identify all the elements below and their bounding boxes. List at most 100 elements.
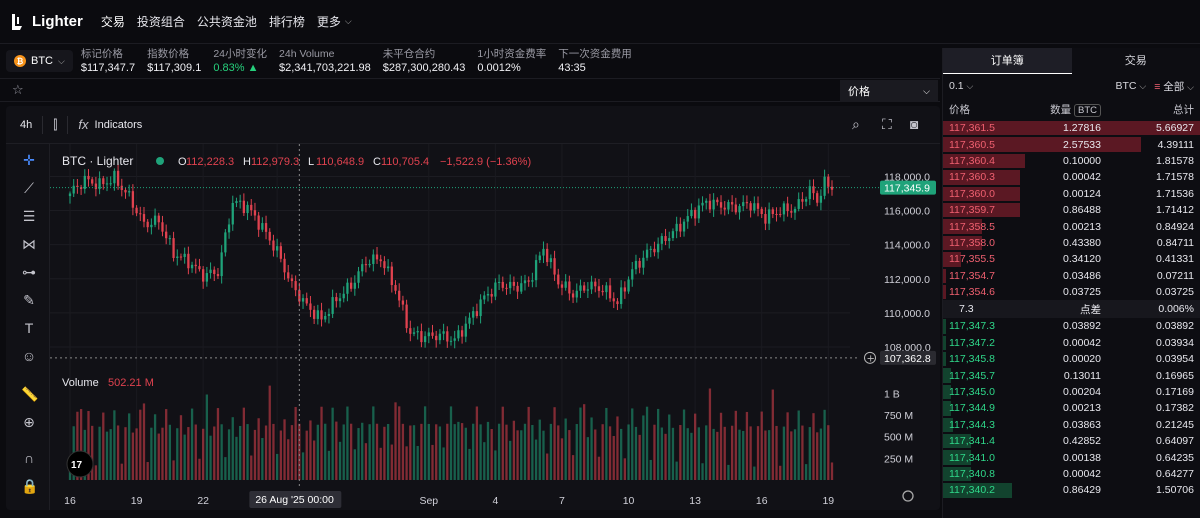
volume-bar	[68, 467, 72, 480]
lock-icon[interactable]: 🔒	[21, 478, 39, 494]
candle	[790, 211, 793, 213]
candle	[638, 260, 641, 268]
candle	[675, 223, 678, 232]
ask-row[interactable]: 117,355.5 0.34120 0.41331	[943, 251, 1200, 267]
volume-bar	[353, 449, 356, 480]
volume-bar	[216, 408, 220, 480]
candle	[431, 332, 434, 336]
emoji-icon[interactable]: ☺	[21, 348, 37, 364]
tradingview-logo-text: 17	[71, 460, 83, 471]
ask-row[interactable]: 117,358.0 0.43380 0.84711	[943, 235, 1200, 251]
bid-total: 0.03934	[1156, 336, 1194, 349]
zoom-in-icon[interactable]: ⊕	[23, 414, 35, 430]
candle	[290, 278, 294, 282]
chart-legend-title: BTC · Lighter	[62, 154, 133, 168]
nav-public-pools[interactable]: 公共资金池	[196, 15, 257, 29]
candle	[808, 186, 811, 200]
price-chart[interactable]: 118,000.0 116,000.0 114,000.0 112,000.0 110,…	[50, 144, 940, 510]
bid-row[interactable]: 117,347.2 0.00042 0.03934	[943, 335, 1200, 351]
ask-row[interactable]: 117,360.0 0.00124 1.71536	[943, 186, 1200, 202]
star-icon[interactable]: ☆	[12, 82, 24, 97]
volume-bar	[379, 447, 382, 480]
ask-row[interactable]: 117,361.5 1.27816 5.66927	[943, 120, 1200, 136]
qty-unit-badge[interactable]: BTC	[1074, 103, 1101, 117]
ask-row[interactable]: 117,358.5 0.00213 0.84924	[943, 218, 1200, 234]
camera-icon[interactable]: ◙	[910, 116, 919, 132]
candle-type-icon[interactable]: ⫿	[53, 116, 58, 132]
time-axis-label: 16	[756, 495, 768, 507]
volume-bar	[645, 406, 649, 480]
indicators-button[interactable]: Indicators	[94, 118, 143, 131]
tab-trades[interactable]: 交易	[1124, 55, 1147, 67]
bid-price: 117,345.8	[949, 353, 995, 366]
bid-row[interactable]: 117,340.8 0.00042 0.64277	[943, 466, 1200, 482]
bid-row[interactable]: 117,340.2 0.86429 1.50706	[943, 482, 1200, 498]
magnet-icon[interactable]: ∩	[23, 450, 35, 466]
bid-row[interactable]: 117,345.0 0.00204 0.17169	[943, 384, 1200, 400]
ask-row[interactable]: 117,360.5 2.57533 4.39111	[943, 136, 1200, 152]
candle	[87, 175, 90, 180]
candle	[216, 274, 220, 277]
volume-bar	[383, 426, 386, 480]
pattern-icon[interactable]: ⋈	[22, 236, 36, 252]
timeframe-button[interactable]: 4h	[20, 118, 33, 131]
bid-row[interactable]: 117,341.0 0.00138 0.64235	[943, 449, 1200, 465]
horizontal-lines-icon[interactable]: ☰	[22, 208, 36, 224]
trendline-icon[interactable]: ⟋	[24, 180, 34, 196]
ask-qty: 0.34120	[1063, 253, 1101, 266]
volume-bar	[719, 412, 723, 480]
bid-row[interactable]: 117,347.3 0.03892 0.03892	[943, 318, 1200, 334]
volume-bar	[150, 427, 153, 480]
ask-row[interactable]: 117,354.7 0.03486 0.07211	[943, 268, 1200, 284]
symbol-selector[interactable]: ₿ BTC ⌵	[6, 50, 73, 72]
current-price-tag	[880, 180, 936, 195]
candle	[664, 236, 667, 242]
candle	[135, 207, 138, 214]
bid-row[interactable]: 117,344.3 0.03863 0.21245	[943, 417, 1200, 433]
zoom-search-icon[interactable]: ⌕	[852, 116, 860, 132]
ask-row[interactable]: 117,359.7 0.86488 1.71412	[943, 202, 1200, 218]
candle	[745, 202, 749, 204]
text-icon[interactable]: T	[24, 320, 34, 336]
ticker-stat: 未平仓合约 $287,300,280.43	[383, 47, 466, 75]
gear-icon[interactable]	[902, 490, 914, 502]
price-dropdown[interactable]: 价格 ⌵	[840, 80, 938, 102]
ticker-stat-label: 24h Volume	[279, 48, 335, 60]
ruler-icon[interactable]: 📏	[21, 386, 39, 402]
crosshair-icon[interactable]: ✛	[23, 152, 35, 168]
ask-row[interactable]: 117,354.6 0.03725 0.03725	[943, 284, 1200, 300]
volume-bar	[627, 424, 630, 480]
measure-icon[interactable]: ⊶	[22, 264, 36, 280]
brush-icon[interactable]: ✎	[23, 292, 35, 308]
volume-bar	[586, 437, 590, 480]
volume-bar	[497, 423, 501, 480]
candle	[449, 340, 453, 342]
bid-row[interactable]: 117,345.8 0.00020 0.03954	[943, 351, 1200, 367]
bid-row[interactable]: 117,345.7 0.13011 0.16965	[943, 367, 1200, 383]
bid-row[interactable]: 117,341.4 0.42852 0.64097	[943, 433, 1200, 449]
nav-more[interactable]: 更多 ⌵	[317, 13, 352, 30]
nav-leaderboard[interactable]: 排行榜	[268, 15, 305, 29]
unit-selector[interactable]: BTC ⌵	[1115, 80, 1146, 92]
volume-bar	[449, 406, 453, 480]
ask-row[interactable]: 117,360.3 0.00042 1.71578	[943, 169, 1200, 185]
step-selector[interactable]: 0.1 ⌵	[949, 80, 973, 92]
time-axis-label: 10	[623, 495, 635, 507]
volume-bar	[560, 438, 564, 480]
ticker-stat-value: 0.83% ▲	[213, 62, 259, 74]
nav-portfolio[interactable]: 投资组合	[136, 15, 185, 29]
tradingview-logo-icon[interactable]	[66, 450, 94, 478]
volume-bar	[668, 414, 671, 480]
nav-trade[interactable]: 交易	[100, 15, 125, 29]
ticker-stat: 24小时变化 0.83% ▲	[213, 47, 267, 75]
bid-row[interactable]: 117,344.9 0.00213 0.17382	[943, 400, 1200, 416]
logo[interactable]: Lighter	[10, 13, 83, 31]
function-icon[interactable]: fx	[78, 117, 89, 132]
tab-orderbook[interactable]: 订单簿	[943, 48, 1072, 74]
fullscreen-icon[interactable]: ⛶	[882, 116, 892, 132]
add-alert-icon[interactable]	[864, 351, 876, 364]
ask-row[interactable]: 117,360.4 0.10000 1.81578	[943, 153, 1200, 169]
filter-selector[interactable]: ≡ 全部 ⌵	[1154, 79, 1194, 94]
volume-bar	[94, 465, 98, 480]
lighter-logo-icon	[12, 13, 22, 30]
